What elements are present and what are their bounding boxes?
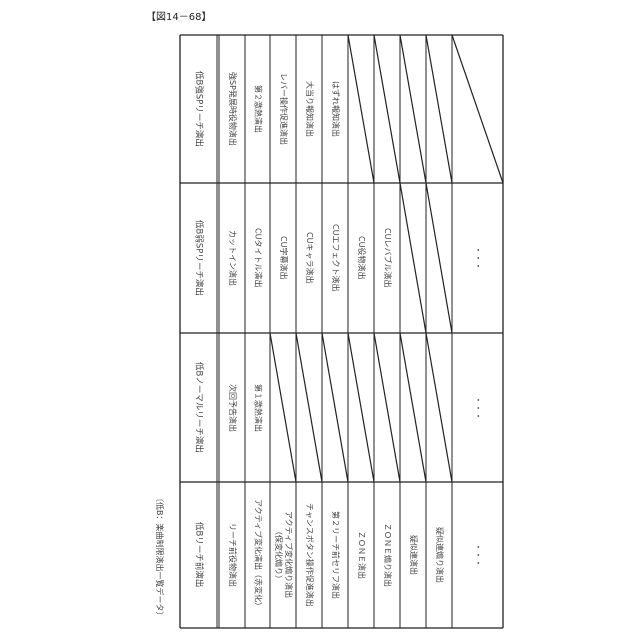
empty-cell-diagonal [374, 333, 400, 482]
empty-cell-diagonal [322, 333, 348, 482]
empty-cell-diagonal [348, 35, 374, 183]
table-grid [0, 0, 640, 640]
empty-cell-diagonal [452, 35, 503, 183]
empty-cell-diagonal [348, 333, 374, 482]
empty-cell-diagonal [296, 333, 322, 482]
empty-cell-diagonal [426, 333, 452, 482]
empty-cell-diagonal [270, 333, 296, 482]
empty-cell-diagonal [374, 35, 400, 183]
empty-cell-diagonal [400, 35, 426, 183]
empty-cell-diagonal [400, 333, 426, 482]
effect-list-table: 低B強SPリーチ演出強SP発展時役物演出第２激熱演出レバー操作促進演出大当り報知… [0, 0, 640, 640]
empty-cell-diagonal [400, 183, 426, 333]
empty-cell-diagonal [426, 183, 452, 333]
empty-cell-diagonal [426, 35, 452, 183]
